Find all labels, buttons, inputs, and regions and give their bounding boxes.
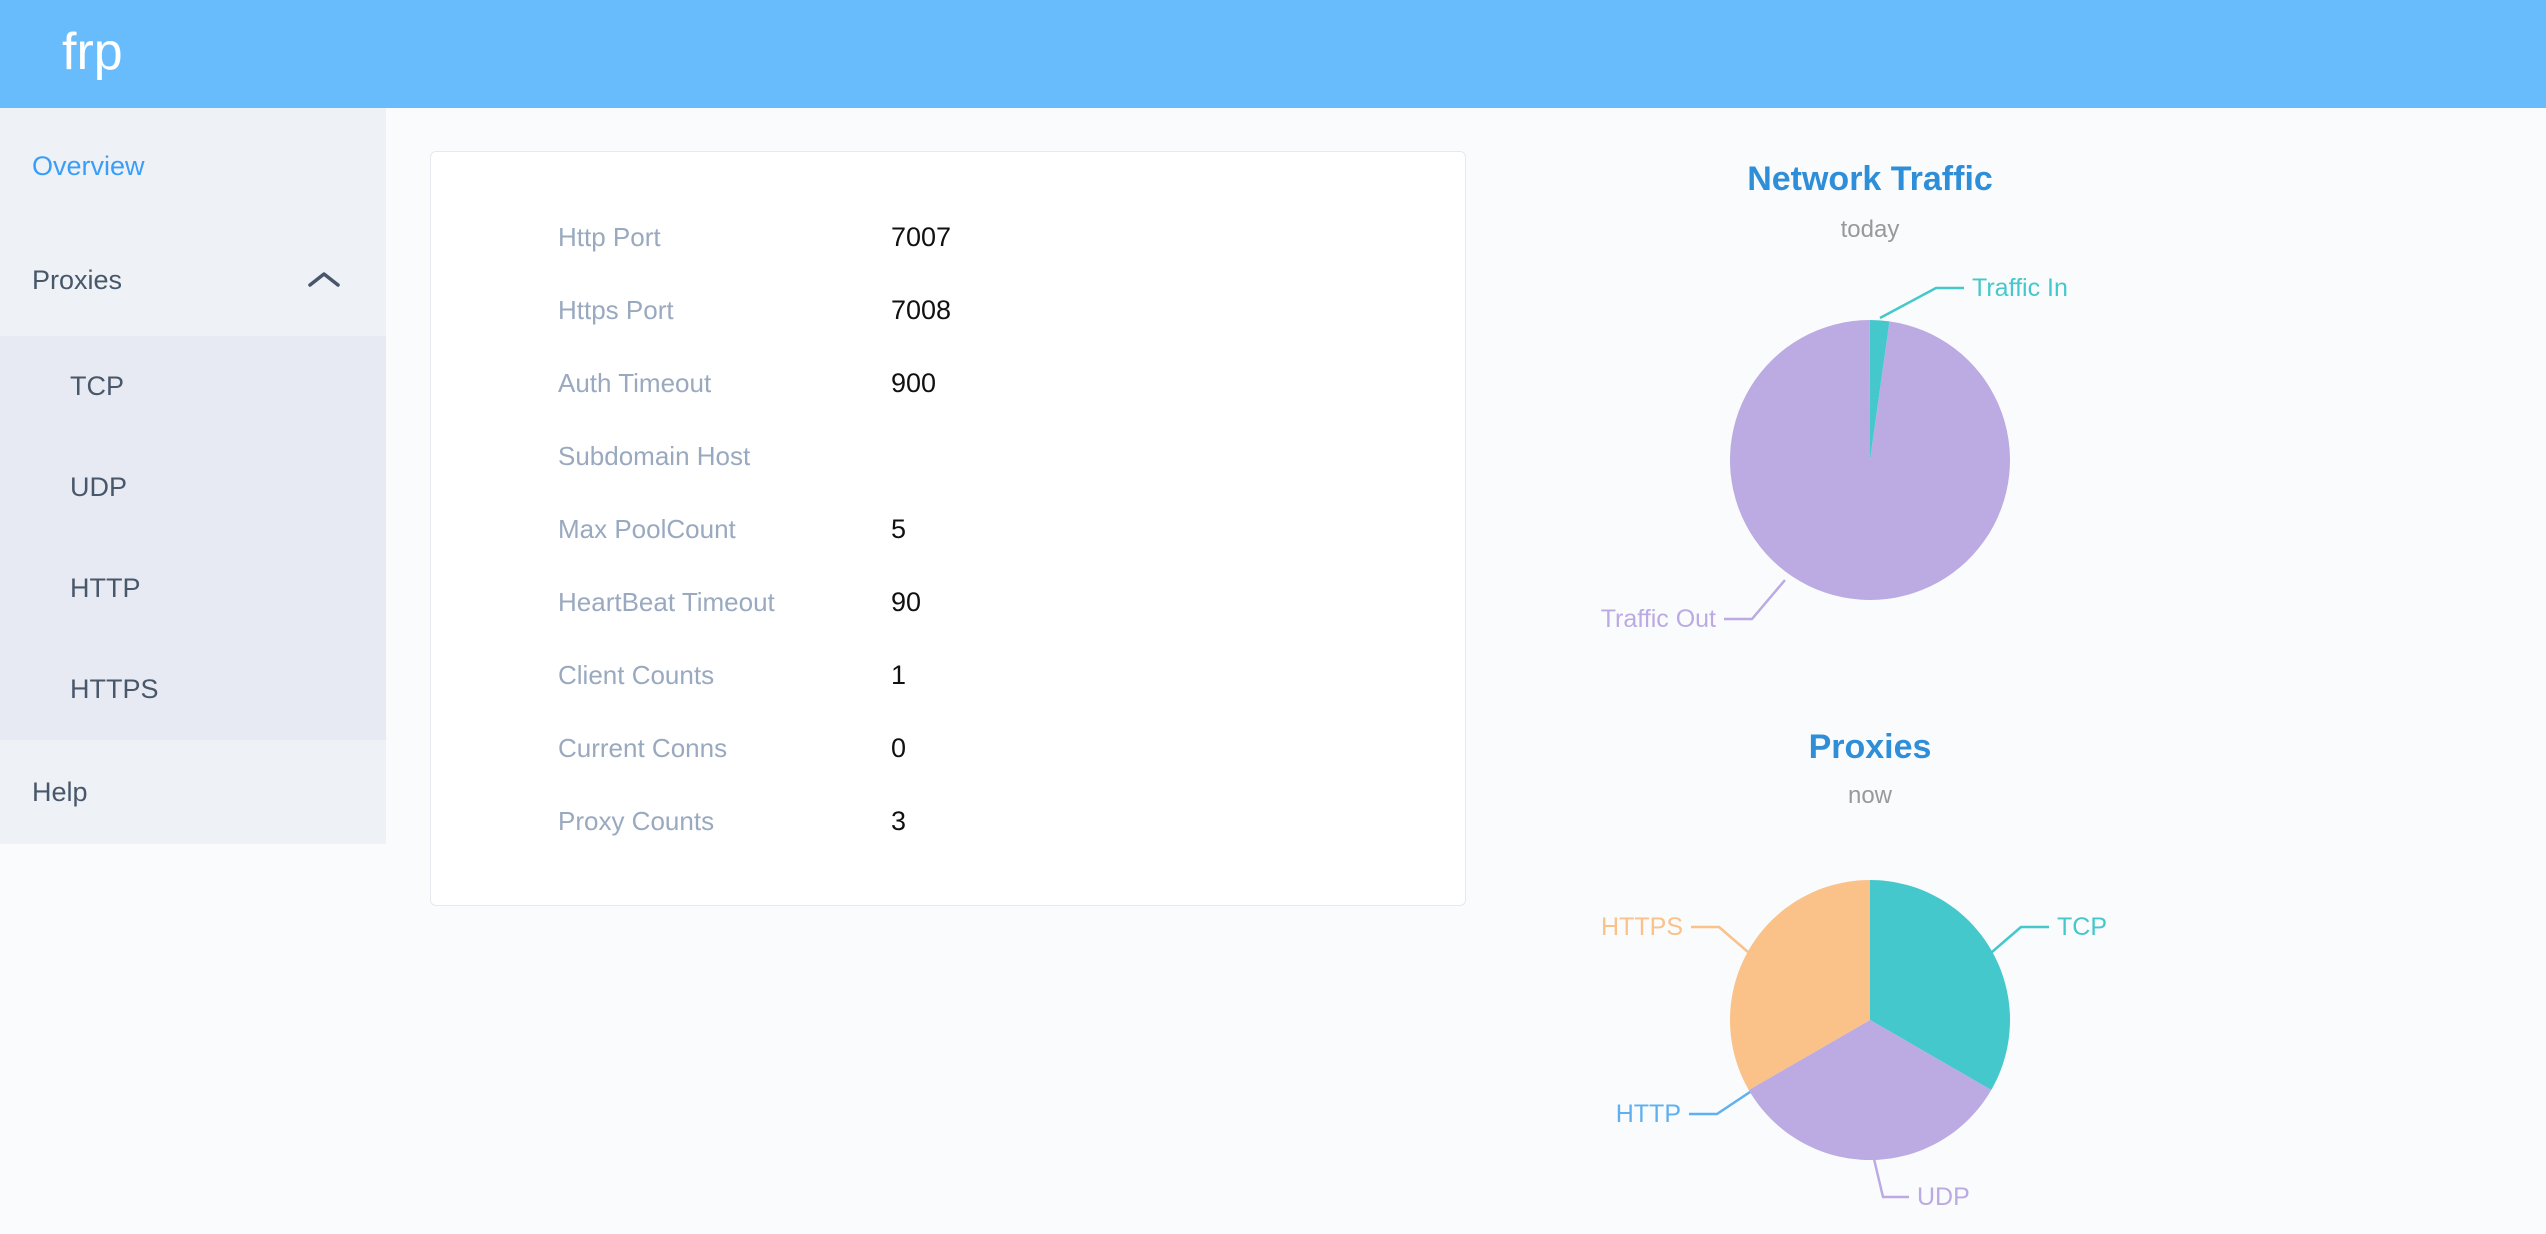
sidebar-item-help-label: Help <box>32 776 88 807</box>
config-row: Https Port 7008 <box>431 274 1465 347</box>
proxies-chart[interactable]: Proxies now TCP HTTPS HTTP UDP <box>1500 700 2300 1234</box>
chevron-up-icon <box>308 272 340 287</box>
config-row: Http Port 7007 <box>431 201 1465 274</box>
sidebar-item-tcp-label: TCP <box>70 371 124 401</box>
pie-slice-traffic-out[interactable] <box>1729 320 2010 600</box>
config-row: Subdomain Host <box>431 420 1465 493</box>
config-label: Subdomain Host <box>558 441 751 471</box>
config-row: Current Conns 0 <box>431 712 1465 785</box>
sidebar-item-help[interactable]: Help <box>0 740 386 844</box>
sidebar-item-http[interactable]: HTTP <box>0 538 386 639</box>
sidebar-item-https[interactable]: HTTPS <box>0 639 386 740</box>
proxies-submenu: TCP UDP HTTP HTTPS <box>0 336 386 740</box>
udp-leader-line <box>1872 1158 1909 1199</box>
pie-label-https: HTTPS <box>1601 913 1683 941</box>
config-value: 3 <box>891 806 907 836</box>
sidebar-item-overview[interactable]: Overview <box>0 108 386 224</box>
config-value: 5 <box>891 514 907 544</box>
pie-slice-udp[interactable] <box>1748 1020 1992 1160</box>
config-label: Max PoolCount <box>558 514 736 544</box>
app-logo: frp <box>62 23 123 81</box>
config-label: Client Counts <box>558 660 715 690</box>
config-label: Auth Timeout <box>558 368 712 398</box>
app-header: frp <box>0 0 2546 108</box>
config-row: HeartBeat Timeout 90 <box>431 566 1465 639</box>
sidebar-menu: Overview Proxies TCP UDP HTTP HTTPS Help <box>0 108 386 844</box>
config-row: Proxy Counts 3 <box>431 785 1465 858</box>
config-row: Max PoolCount 5 <box>431 493 1465 566</box>
pie-slice-https[interactable] <box>1730 880 1870 1090</box>
pie-label-udp: UDP <box>1917 1183 1970 1211</box>
pie-label-traffic-in: Traffic In <box>1972 274 2068 302</box>
sidebar-item-overview-label: Overview <box>32 150 145 181</box>
config-value: 0 <box>891 733 907 763</box>
config-value: 7007 <box>891 222 952 252</box>
config-label: Https Port <box>558 295 674 325</box>
http-leader-line <box>1689 1090 1751 1116</box>
proxies-subtitle: now <box>1848 782 1893 809</box>
pie-slice-traffic-in[interactable] <box>1870 320 1890 460</box>
https-leader-line <box>1691 925 1749 953</box>
config-row: Client Counts 1 <box>431 639 1465 712</box>
sidebar-item-proxies-label: Proxies <box>32 264 123 295</box>
pie-label-tcp: TCP <box>2057 913 2107 941</box>
config-value: 7008 <box>891 295 952 325</box>
config-row: Auth Timeout 900 <box>431 347 1465 420</box>
config-value: 90 <box>891 587 922 617</box>
config-value: 1 <box>891 660 907 690</box>
pie-slice-tcp[interactable] <box>1870 880 2010 1090</box>
config-value: 900 <box>891 368 937 398</box>
sidebar-item-https-label: HTTPS <box>70 674 159 704</box>
network-traffic-title: Network Traffic <box>1747 160 1993 198</box>
sidebar-item-proxies[interactable]: Proxies <box>0 224 386 336</box>
pie-label-http: HTTP <box>1616 1100 1681 1128</box>
server-config-card: Http Port 7007 Https Port 7008 Auth Time… <box>430 151 1466 906</box>
tcp-leader-line <box>1991 925 2049 953</box>
pie-label-traffic-out: Traffic Out <box>1601 605 1716 633</box>
sidebar-item-tcp[interactable]: TCP <box>0 336 386 437</box>
config-label: HeartBeat Timeout <box>558 587 775 617</box>
sidebar-item-udp[interactable]: UDP <box>0 437 386 538</box>
network-traffic-subtitle: today <box>1841 216 1900 243</box>
config-label: Proxy Counts <box>558 806 715 836</box>
config-label: Http Port <box>558 222 661 252</box>
config-label: Current Conns <box>558 733 728 763</box>
sidebar-item-http-label: HTTP <box>70 573 141 603</box>
traffic-out-leader-line <box>1724 579 1786 621</box>
sidebar-item-udp-label: UDP <box>70 472 128 502</box>
network-traffic-chart[interactable]: Network Traffic today Traffic In Traffic… <box>1500 140 2300 700</box>
proxies-title: Proxies <box>1809 728 1932 766</box>
traffic-in-leader-line <box>1879 286 1964 320</box>
